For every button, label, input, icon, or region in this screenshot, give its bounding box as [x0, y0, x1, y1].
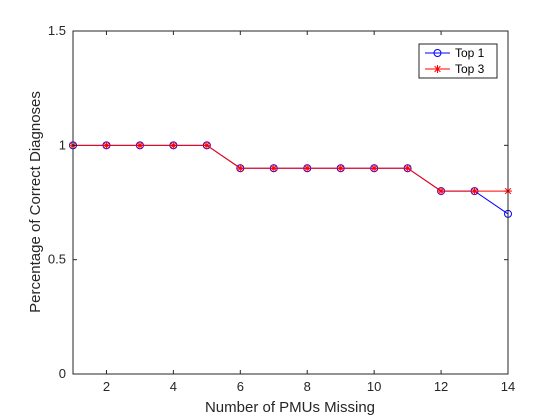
- x-tick-label: 10: [367, 379, 381, 394]
- data-point: [403, 164, 412, 173]
- data-point: [370, 164, 379, 173]
- y-tick-label: 1.5: [48, 23, 66, 38]
- data-point: [202, 141, 211, 150]
- legend: Top 1 Top 3: [418, 43, 498, 79]
- y-tick-label: 1: [59, 137, 66, 152]
- legend-marker: [433, 49, 442, 57]
- series-line: [73, 144, 508, 192]
- x-tick-label: 6: [237, 379, 244, 394]
- axes-layer: [72, 30, 509, 375]
- data-point: [169, 141, 178, 150]
- plot-area: [73, 31, 508, 374]
- x-tick-label: 12: [434, 379, 448, 394]
- x-tick-label: 8: [304, 379, 311, 394]
- y-axis-label: Percentage of Correct Diagnoses: [27, 91, 44, 313]
- axes-box: [72, 30, 509, 375]
- x-tick-label: 14: [501, 379, 515, 394]
- y-tick-label: 0: [59, 366, 66, 381]
- data-point: [135, 141, 144, 150]
- y-tick-label: 0.5: [48, 252, 66, 267]
- ticks-layer: 2 4 6 8 10 12 14 0 0.5 1 1.5: [48, 23, 515, 394]
- data-point: [336, 164, 345, 173]
- data-point: [269, 164, 278, 173]
- legend-marker: [433, 65, 442, 73]
- data-point: [470, 187, 479, 196]
- data-point: [236, 164, 245, 173]
- data-point: [303, 164, 312, 173]
- x-tick-label: 4: [170, 379, 177, 394]
- x-tick-label: 2: [103, 379, 110, 394]
- data-point: [437, 187, 446, 196]
- x-axis-label: Number of PMUs Missing: [205, 399, 375, 416]
- legend-box: [418, 43, 498, 79]
- data-point: [102, 141, 111, 150]
- legend-label: Top 1: [455, 46, 485, 60]
- legend-item: Top 3: [425, 62, 485, 76]
- legend-label: Top 3: [455, 62, 485, 76]
- legend-item: Top 1: [425, 46, 485, 60]
